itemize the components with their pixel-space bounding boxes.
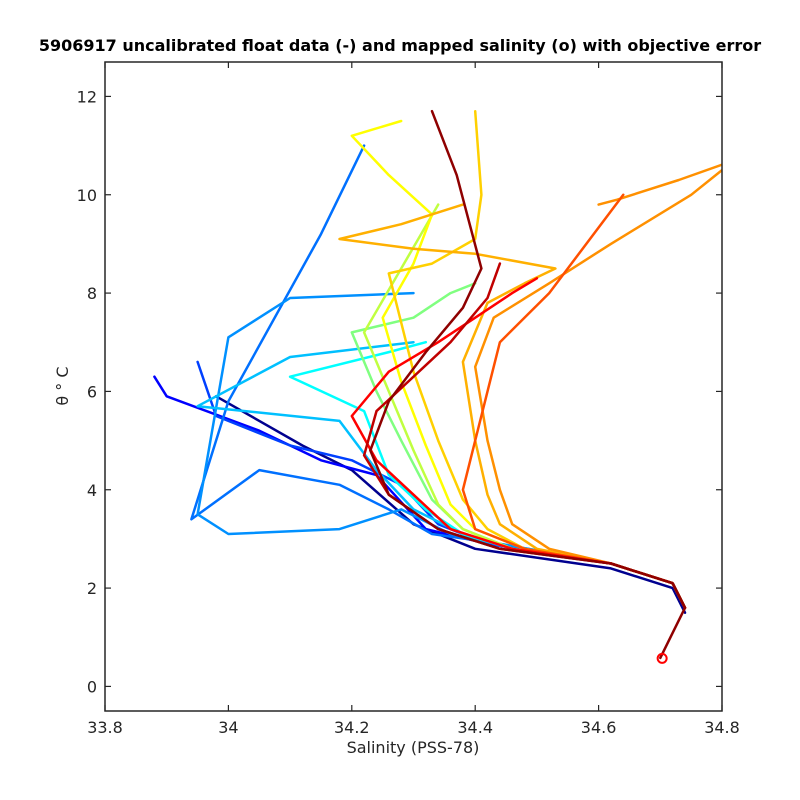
x-tick-label: 34.4 — [457, 718, 493, 737]
y-tick-label: 4 — [87, 481, 97, 500]
x-tick-label: 34.8 — [704, 718, 740, 737]
profile-line-17 — [369, 109, 687, 660]
y-tick-label: 6 — [87, 382, 97, 401]
y-tick-label: 0 — [87, 677, 97, 696]
x-tick-label: 34.2 — [334, 718, 370, 737]
y-tick-label: 8 — [87, 284, 97, 303]
x-axis-label: Salinity (PSS-78) — [347, 738, 480, 757]
mapped-salinity-marker — [656, 652, 668, 664]
profile-line-13 — [473, 163, 722, 610]
y-tick-label: 2 — [87, 579, 97, 598]
axes: 33.8 34 34.2 34.4 34.6 34.8 0 2 4 6 8 10 12 — [77, 61, 740, 737]
chart-title: 5906917 uncalibrated float data (-) and … — [39, 36, 761, 55]
y-axis-label: θ ° C — [53, 366, 72, 405]
x-tick-label: 33.8 — [87, 718, 123, 737]
x-tick-label: 34.6 — [581, 718, 617, 737]
series-layer — [153, 109, 722, 664]
x-tick-label: 34 — [218, 718, 238, 737]
y-tick-label: 10 — [77, 186, 97, 205]
axes-box — [104, 61, 723, 712]
y-tick-label: 12 — [77, 87, 97, 106]
